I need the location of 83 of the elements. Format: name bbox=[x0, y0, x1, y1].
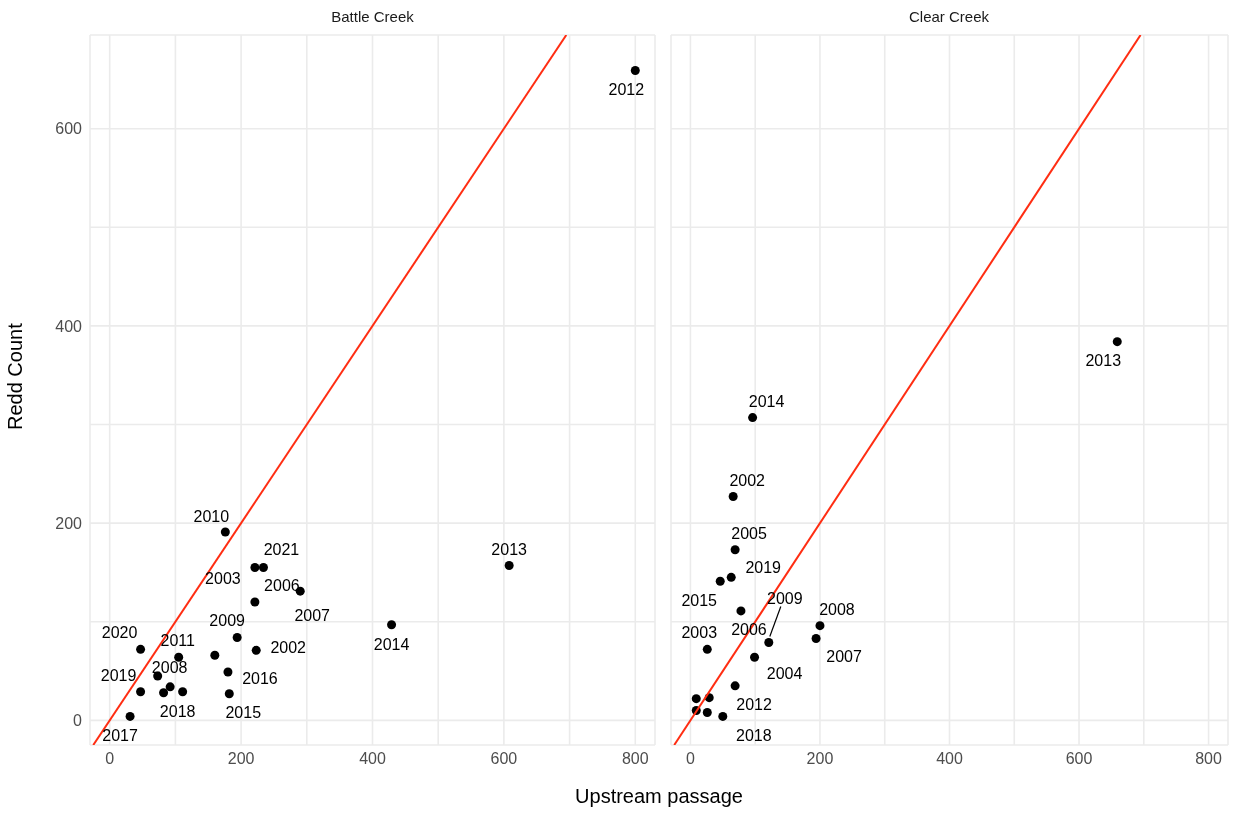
annotation: 2010 bbox=[193, 507, 230, 525]
point bbox=[178, 687, 188, 697]
annotation: 2004 bbox=[766, 664, 803, 682]
x-tick-label: 400 bbox=[936, 750, 963, 768]
x-axis-title: Upstream passage bbox=[574, 785, 744, 808]
x-tick-label: 400 bbox=[359, 750, 386, 768]
point bbox=[764, 637, 774, 647]
point bbox=[748, 413, 758, 423]
x-tick-label: 600 bbox=[490, 750, 518, 768]
point bbox=[811, 634, 821, 643]
point bbox=[210, 650, 220, 660]
x-tick-label: 200 bbox=[806, 750, 834, 768]
annotation: 2008 bbox=[819, 601, 855, 619]
annotation: 2005 bbox=[731, 525, 768, 543]
annotation: 2015 bbox=[225, 704, 262, 722]
point bbox=[136, 687, 146, 697]
annotation: 2002 bbox=[270, 638, 307, 656]
point bbox=[715, 576, 725, 586]
point bbox=[630, 66, 640, 75]
point bbox=[174, 652, 184, 662]
annotation: 2014 bbox=[373, 636, 410, 654]
annotation: 2016 bbox=[242, 669, 278, 687]
y-tick-label: 400 bbox=[55, 317, 83, 335]
annotation: 2003 bbox=[205, 570, 241, 587]
point bbox=[702, 644, 712, 654]
point bbox=[387, 620, 397, 630]
annotation: 2011 bbox=[160, 631, 195, 649]
annotation: 2012 bbox=[736, 696, 773, 714]
annotation: 2014 bbox=[748, 393, 785, 411]
x-tick-label: 0 bbox=[685, 750, 695, 768]
annotation: 2018 bbox=[159, 703, 196, 721]
annotation: 2002 bbox=[729, 472, 766, 489]
annotation: 2013 bbox=[491, 541, 528, 559]
point bbox=[232, 633, 242, 643]
annotation: 2018 bbox=[736, 726, 772, 744]
y-tick-label: 200 bbox=[55, 514, 83, 532]
y-axis-title: Redd Count bbox=[4, 322, 27, 430]
point bbox=[730, 681, 740, 691]
point bbox=[220, 527, 230, 537]
annotation: 2021 bbox=[263, 541, 300, 558]
point bbox=[815, 621, 825, 631]
annotation: 2019 bbox=[745, 558, 782, 576]
point bbox=[136, 644, 146, 654]
point bbox=[718, 711, 728, 721]
annotation: 2019 bbox=[100, 667, 137, 685]
point bbox=[730, 545, 740, 555]
x-tick-label: 0 bbox=[105, 750, 115, 768]
point bbox=[1112, 337, 1122, 347]
point bbox=[726, 572, 736, 582]
annotation: 2009 bbox=[209, 612, 246, 630]
point bbox=[702, 707, 712, 717]
annotation: 2003 bbox=[681, 623, 718, 641]
point bbox=[250, 563, 260, 572]
point bbox=[251, 645, 261, 655]
x-tick-label: 800 bbox=[621, 750, 649, 768]
point bbox=[250, 597, 260, 607]
x-tick-label: 600 bbox=[1065, 750, 1093, 768]
annotation: 2017 bbox=[102, 726, 138, 744]
annotation: 2013 bbox=[1085, 352, 1122, 370]
x-tick-label: 800 bbox=[1195, 750, 1223, 768]
point bbox=[728, 492, 738, 501]
annotation: 2007 bbox=[294, 606, 331, 624]
chart-title: Clear Creek bbox=[908, 8, 990, 25]
y-tick-label: 600 bbox=[55, 120, 83, 138]
point bbox=[224, 689, 234, 699]
annotation: 2006 bbox=[264, 576, 300, 594]
point bbox=[165, 682, 175, 692]
y-tick-label: 0 bbox=[73, 712, 83, 730]
point bbox=[691, 694, 701, 704]
point bbox=[504, 561, 514, 571]
point bbox=[223, 667, 233, 677]
point bbox=[258, 563, 268, 572]
annotation: 2020 bbox=[101, 623, 138, 641]
annotation: 2012 bbox=[608, 81, 645, 98]
point bbox=[159, 688, 169, 698]
x-tick-label: 200 bbox=[227, 750, 255, 768]
annotation: 2015 bbox=[681, 591, 718, 609]
point bbox=[736, 606, 746, 616]
point bbox=[125, 711, 135, 721]
annotation: 2008 bbox=[151, 659, 188, 677]
point bbox=[750, 652, 760, 662]
chart-title: Battle Creek bbox=[330, 8, 415, 25]
annotation: 2007 bbox=[826, 648, 862, 665]
